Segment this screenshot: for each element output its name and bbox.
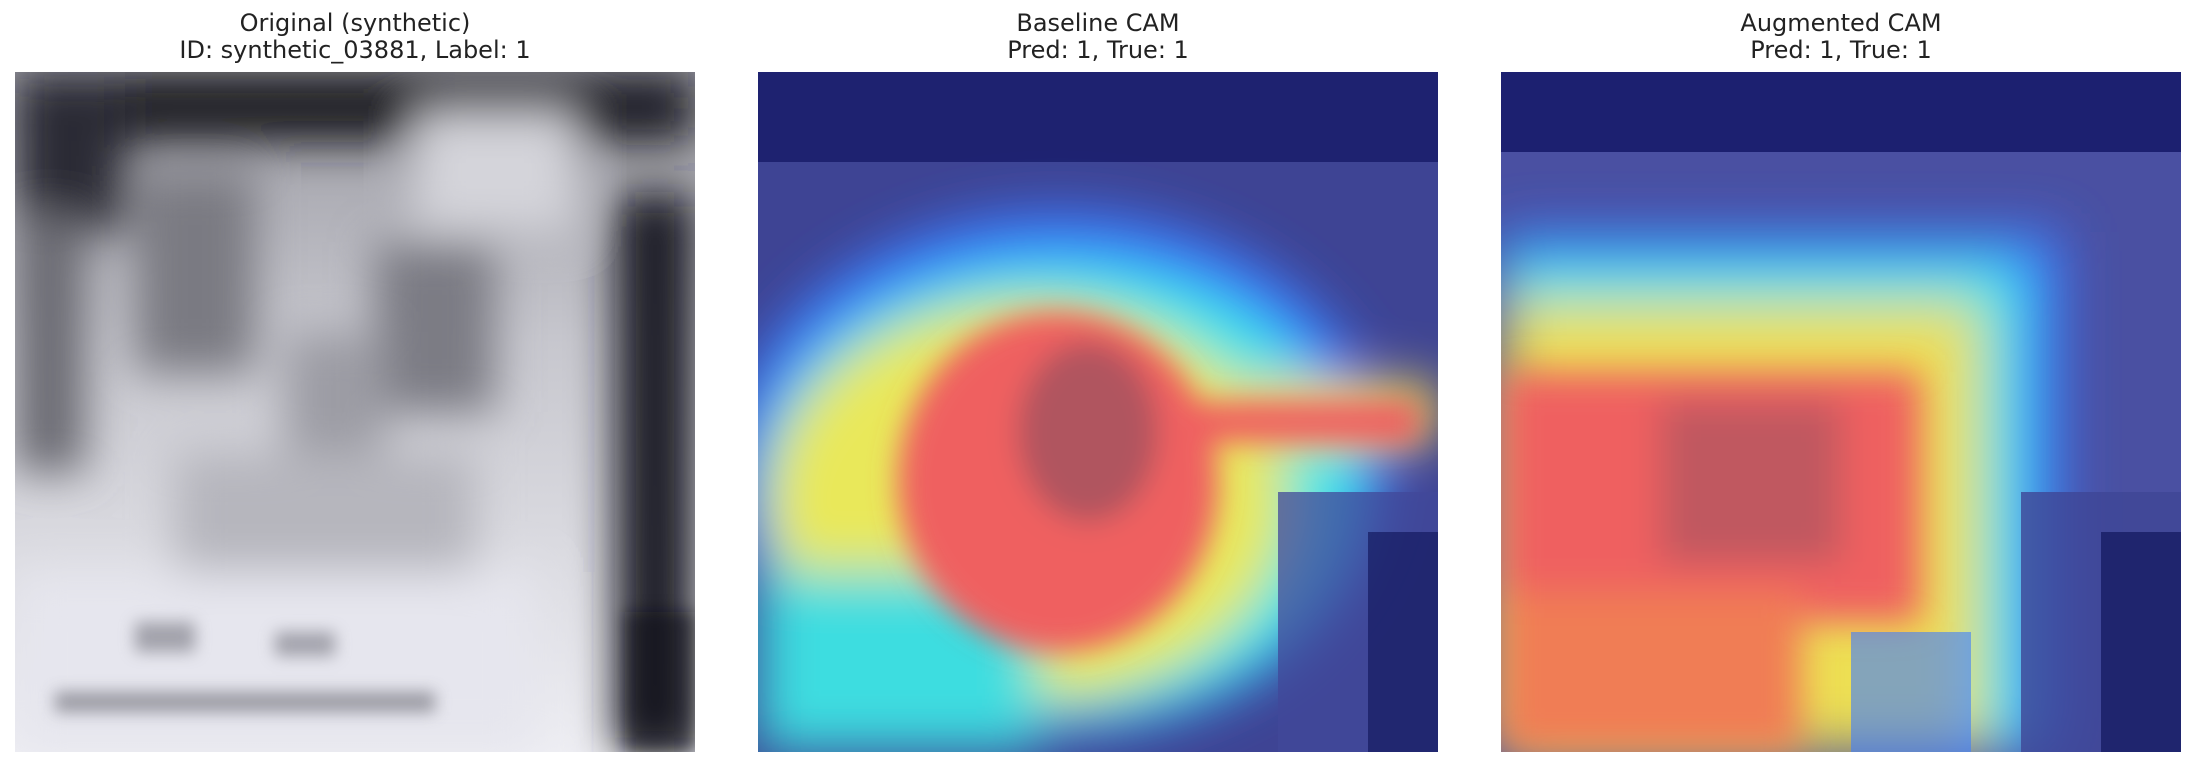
panel-baseline-cam: Baseline CAM Pred: 1, True: 1 — [758, 0, 1438, 752]
title-line-2: Pred: 1, True: 1 — [1750, 36, 1932, 64]
panel-augmented-cam: Augmented CAM Pred: 1, True: 1 — [1501, 0, 2181, 752]
title-line-1: Original (synthetic) — [239, 9, 471, 37]
panel-title: Augmented CAM Pred: 1, True: 1 — [1501, 0, 2181, 70]
baseline-cam-heatmap — [758, 72, 1438, 752]
panel-title: Original (synthetic) ID: synthetic_03881… — [15, 0, 695, 70]
original-image — [15, 72, 695, 752]
title-line-2: Pred: 1, True: 1 — [1007, 36, 1189, 64]
panel-title: Baseline CAM Pred: 1, True: 1 — [758, 0, 1438, 70]
title-line-2: ID: synthetic_03881, Label: 1 — [179, 36, 531, 64]
augmented-cam-heatmap — [1501, 72, 2181, 752]
title-line-1: Augmented CAM — [1740, 9, 1942, 37]
title-line-1: Baseline CAM — [1016, 9, 1180, 37]
panel-original: Original (synthetic) ID: synthetic_03881… — [15, 0, 695, 752]
